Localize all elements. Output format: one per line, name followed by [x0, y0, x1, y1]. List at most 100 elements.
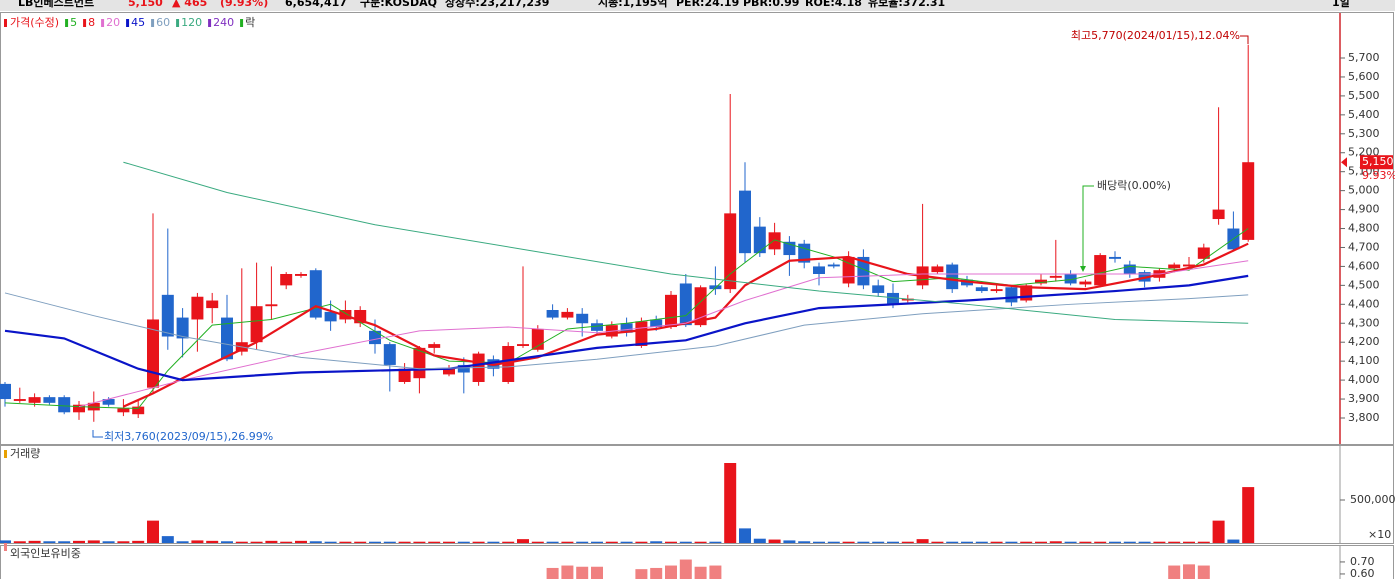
legend-swatch — [126, 19, 130, 27]
last-change-label: 9.93% — [1362, 169, 1395, 182]
low-annotation: 최저3,760(2023/09/15),26.99% — [104, 430, 273, 443]
candle-body — [369, 330, 381, 345]
bar — [206, 540, 219, 543]
bar — [472, 541, 485, 543]
y-tick-label: 4,600 — [1348, 259, 1380, 272]
bar — [561, 565, 574, 579]
bar — [0, 540, 11, 543]
volume-pane — [0, 445, 1394, 544]
candle-body — [531, 328, 544, 350]
candle-body — [132, 406, 145, 415]
ma-line — [4, 292, 1249, 370]
bar — [1168, 541, 1181, 543]
candle-body — [872, 285, 885, 293]
y-tick-label: 4,800 — [1348, 222, 1380, 235]
bar — [324, 541, 337, 543]
legend-entry: 20 — [106, 16, 120, 29]
bar — [176, 541, 189, 543]
bar — [561, 541, 574, 543]
legend-entry: 60 — [156, 16, 170, 29]
foreign-pane — [0, 545, 1394, 579]
bar — [428, 541, 441, 543]
candle-body — [265, 304, 278, 307]
candle-body — [739, 190, 751, 254]
bar — [1153, 541, 1166, 543]
legend-entry: 45 — [131, 16, 145, 29]
high-annotation: 최고5,770(2024/01/15),12.04% — [1071, 29, 1240, 42]
bar — [665, 565, 677, 579]
candle-body — [73, 404, 85, 413]
bar — [724, 463, 737, 543]
candle-body — [635, 321, 648, 346]
change-pct: (9.93%) — [220, 0, 268, 9]
bar — [161, 536, 174, 543]
candle-body — [280, 273, 293, 286]
bar — [132, 540, 145, 543]
bar — [309, 541, 322, 543]
legend-entry: 8 — [88, 16, 95, 29]
candle-body — [620, 323, 633, 333]
candle-body — [28, 397, 41, 403]
legend-swatch — [176, 19, 180, 27]
legend-entry: 5 — [70, 16, 77, 29]
legend-swatch — [65, 19, 69, 27]
bar — [221, 541, 233, 543]
bars — [546, 559, 1210, 579]
bar — [546, 567, 559, 579]
ma-line — [78, 260, 1249, 408]
y-tick-label: 5,400 — [1348, 108, 1380, 121]
candle-body — [1079, 281, 1092, 285]
bar — [665, 541, 677, 543]
bar — [398, 541, 411, 543]
bar — [635, 569, 648, 579]
candle-body — [1064, 273, 1077, 284]
volume: 6,654,417 — [285, 0, 347, 9]
bar — [1183, 541, 1195, 543]
bar — [827, 541, 840, 543]
candle-body — [990, 289, 1003, 292]
bar — [975, 541, 988, 543]
bar — [73, 540, 85, 543]
bar — [1168, 565, 1181, 579]
candle-body — [206, 300, 219, 309]
candle-body — [1035, 279, 1047, 284]
y-tick-label: 4,900 — [1348, 203, 1380, 216]
bar — [250, 541, 263, 543]
bar — [117, 541, 130, 543]
candle-body — [1094, 255, 1107, 286]
candle-body — [176, 317, 189, 339]
bar — [650, 567, 663, 579]
legend-entry: 240 — [213, 16, 234, 29]
candle-body — [798, 243, 811, 263]
bar — [813, 541, 825, 543]
y-tick-label: 4,700 — [1348, 240, 1380, 253]
mcap: 시총:1,195억 — [598, 0, 668, 9]
bar — [916, 539, 929, 543]
period: 1일 — [1332, 0, 1350, 9]
shares: 상장수:23,217,239 — [445, 0, 549, 9]
bar — [931, 541, 944, 543]
candle-body — [1005, 287, 1018, 303]
candle-body — [813, 266, 825, 274]
pane-title: 거래량 — [10, 447, 40, 460]
bar — [990, 541, 1003, 543]
bar — [620, 541, 633, 543]
bar — [576, 541, 589, 543]
bar — [502, 541, 515, 543]
bar — [546, 541, 559, 543]
candle-body — [753, 226, 766, 254]
bar — [857, 541, 870, 543]
bar — [28, 540, 41, 543]
candle-body — [1109, 256, 1121, 259]
bar — [961, 541, 973, 543]
candle-body — [546, 309, 559, 318]
candle-body — [191, 296, 204, 320]
candle-body — [517, 344, 529, 346]
legend-entry: 120 — [181, 16, 202, 29]
bar — [1005, 541, 1018, 543]
candle-body — [161, 294, 174, 337]
bar — [887, 541, 899, 543]
legend-swatch — [101, 19, 105, 27]
